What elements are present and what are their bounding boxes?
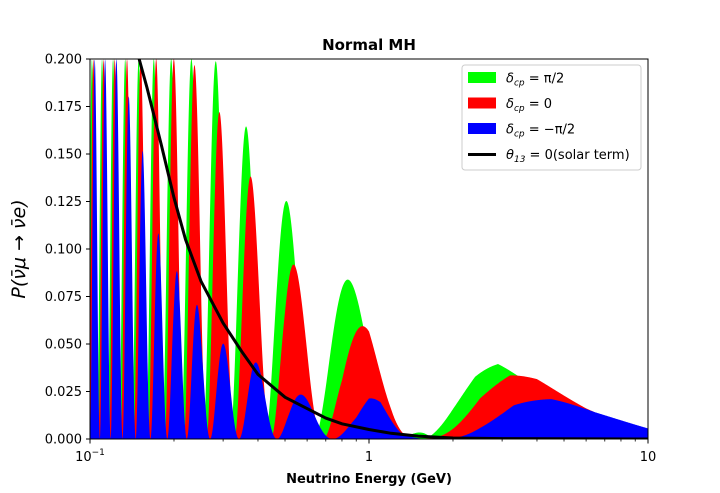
- legend-value: = π/2: [525, 72, 565, 87]
- legend-symbol: δ: [506, 97, 514, 112]
- y-tick-label: 0.200: [45, 53, 82, 68]
- legend-subscript: cp: [514, 130, 525, 140]
- y-tick-label: 0.025: [45, 385, 82, 400]
- y-axis: 0.000 0.025 0.050 0.075 0.100 0.125 0.150 0.175…: [45, 53, 90, 448]
- x-tick-label: 10−1: [75, 448, 105, 465]
- legend-entry-label: δcp = 0: [506, 97, 552, 114]
- x-tick-exponent: −1: [92, 448, 105, 458]
- legend-entry-label: δcp = π/2: [506, 72, 564, 89]
- legend-symbol: θ: [506, 148, 514, 163]
- y-axis-title: P(ν̄μ → ν̄e): [8, 199, 30, 298]
- legend-subscript: cp: [514, 79, 525, 89]
- y-tick-label: 0.000: [45, 433, 82, 448]
- x-tick-label: 1: [365, 450, 373, 465]
- legend-symbol: δ: [506, 72, 514, 87]
- legend-value: = −π/2: [525, 123, 576, 138]
- y-tick-label: 0.100: [45, 243, 82, 258]
- y-tick-label: 0.050: [45, 338, 82, 353]
- y-tick-label: 0.075: [45, 290, 82, 305]
- legend-swatch: [468, 72, 496, 83]
- y-tick-label: 0.175: [45, 100, 82, 115]
- series-line-3: [137, 59, 648, 439]
- legend-value: = 0(solar term): [525, 148, 629, 163]
- legend-subscript: cp: [514, 104, 525, 114]
- x-tick-base: 10: [75, 450, 92, 465]
- legend-symbol: δ: [506, 123, 514, 138]
- legend-value: = 0: [525, 97, 552, 112]
- y-tick-label: 0.125: [45, 195, 82, 210]
- legend-entry-label: θ13 = 0(solar term): [506, 148, 630, 165]
- legend-box: [461, 64, 642, 171]
- series-area-2: [90, 59, 648, 439]
- x-axis: 10−1 1 10: [75, 439, 656, 465]
- legend-entry-label: δcp = −π/2: [506, 123, 575, 140]
- legend-swatch: [468, 97, 496, 109]
- legend-swatch: [468, 123, 496, 134]
- x-tick-label: 10: [640, 450, 657, 465]
- y-tick-label: 0.150: [45, 148, 82, 163]
- x-axis-title: Neutrino Energy (GeV): [286, 472, 452, 487]
- plot-area: [90, 59, 648, 439]
- legend-subscript: 13: [514, 155, 526, 165]
- chart-title: Normal MH: [322, 36, 416, 54]
